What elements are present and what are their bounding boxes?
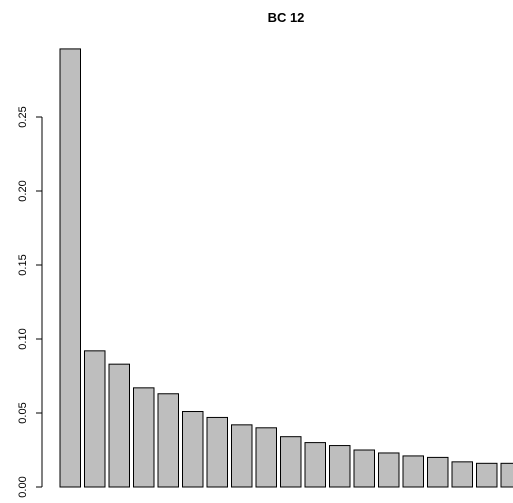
bar-13: [353, 449, 375, 488]
bar-7: [206, 416, 228, 488]
bar-16: [427, 456, 449, 488]
y-tick-label-3: 0.15: [17, 254, 29, 275]
bar-5: [157, 393, 179, 488]
bar-18: [476, 462, 498, 488]
bar-12: [329, 445, 351, 488]
y-tick-label-0: 0.00: [17, 476, 29, 497]
bar-10: [280, 436, 302, 488]
y-tick-label-4: 0.20: [17, 180, 29, 201]
y-tick-label-5: 0.25: [17, 106, 29, 127]
bar-14: [378, 452, 400, 488]
bar-4: [133, 387, 155, 488]
chart-title: BC 12: [268, 10, 305, 25]
bar-19: [500, 462, 513, 488]
bar-8: [231, 424, 253, 488]
bars-group: [59, 48, 513, 488]
bar-11: [304, 442, 326, 488]
y-tick-label-2: 0.10: [17, 328, 29, 349]
bar-15: [402, 455, 424, 488]
bar-17: [451, 461, 473, 488]
bar-2: [84, 350, 106, 488]
y-axis: 0.00 0.05 0.10 0.15 0.20 0.25: [17, 106, 43, 498]
bar-6: [182, 411, 204, 488]
bar-1: [59, 48, 81, 488]
y-tick-label-1: 0.05: [17, 402, 29, 423]
bar-9: [255, 427, 277, 488]
bar-3: [108, 363, 130, 488]
